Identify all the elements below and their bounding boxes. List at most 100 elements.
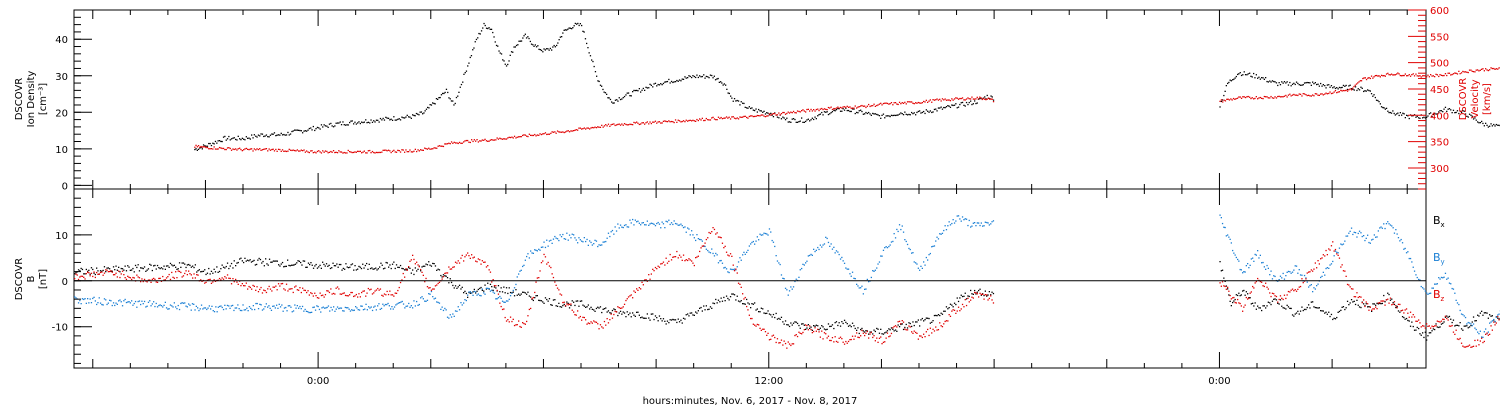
data-point [426, 264, 429, 266]
data-point [542, 246, 544, 248]
data-point [577, 129, 579, 131]
data-point [115, 302, 117, 304]
data-point [587, 322, 589, 324]
data-point [916, 102, 918, 104]
data-point [389, 264, 391, 266]
data-point [953, 98, 956, 100]
data-point [956, 97, 958, 99]
data-point [601, 244, 603, 246]
data-point [1317, 94, 1319, 96]
data-point [540, 246, 543, 248]
data-point [782, 111, 784, 114]
data-point [306, 130, 308, 132]
data-point [593, 309, 595, 311]
data-point [681, 225, 683, 227]
data-point [846, 342, 848, 344]
data-point [1320, 310, 1322, 312]
data-point [1243, 71, 1245, 73]
data-point [133, 271, 135, 273]
data-point [598, 328, 600, 330]
data-point [417, 268, 419, 270]
data-point [715, 252, 717, 255]
data-point [291, 288, 293, 290]
data-point [760, 329, 762, 331]
data-point [826, 111, 828, 113]
data-point [220, 279, 222, 281]
data-point [888, 328, 890, 330]
data-point [870, 331, 872, 334]
data-point [1393, 112, 1395, 115]
data-point [1435, 113, 1437, 115]
data-point [668, 322, 670, 324]
data-point [641, 89, 643, 91]
data-point [616, 99, 618, 101]
data-point [975, 98, 977, 100]
data-point [395, 264, 398, 266]
data-point [318, 297, 320, 299]
data-point [1269, 302, 1271, 304]
data-point [780, 118, 783, 120]
data-point [605, 307, 607, 309]
data-point [1368, 77, 1370, 79]
data-point [353, 269, 355, 271]
data-point [569, 27, 571, 29]
data-point [748, 106, 750, 108]
data-point [881, 333, 883, 335]
data-point [1293, 82, 1295, 84]
data-point [1261, 262, 1263, 264]
data-point [426, 299, 429, 301]
data-point [581, 24, 583, 27]
data-point [524, 33, 526, 35]
data-point [1265, 96, 1267, 98]
data-point [678, 254, 681, 256]
data-point [1262, 305, 1264, 307]
data-point [436, 284, 438, 286]
data-point [751, 115, 753, 117]
data-point [241, 309, 243, 312]
data-point [509, 54, 511, 56]
data-point [345, 263, 347, 265]
data-point [1329, 91, 1331, 93]
data-point [444, 91, 446, 94]
data-point [1390, 112, 1393, 114]
data-point [366, 152, 368, 154]
data-point [1244, 271, 1246, 273]
data-point [1229, 238, 1231, 240]
data-point [1401, 316, 1404, 318]
data-point [436, 301, 438, 303]
data-point [1422, 332, 1424, 334]
data-point [618, 123, 620, 125]
data-point [499, 302, 501, 304]
data-point [399, 281, 402, 284]
data-point [153, 277, 155, 280]
data-point [197, 270, 199, 272]
data-point [727, 271, 729, 273]
data-point [709, 232, 712, 234]
data-point [1458, 70, 1460, 72]
data-point [495, 44, 498, 47]
data-point [1253, 72, 1255, 75]
data-point [652, 268, 654, 270]
data-point [861, 329, 863, 332]
data-point [1321, 275, 1323, 277]
data-point [801, 117, 803, 119]
data-point [988, 224, 990, 226]
data-point [184, 272, 186, 275]
data-point [399, 119, 402, 121]
data-point [944, 225, 946, 227]
data-point [1474, 117, 1476, 119]
data-point [693, 237, 695, 239]
data-point [1487, 317, 1489, 319]
data-point [1491, 320, 1493, 322]
data-point [822, 244, 824, 246]
data-point [97, 273, 99, 275]
data-point [1399, 112, 1401, 114]
data-point [1470, 69, 1472, 71]
data-point [1278, 82, 1280, 84]
data-point [691, 120, 693, 122]
data-point [595, 127, 598, 129]
data-point [454, 102, 456, 105]
data-point [265, 258, 267, 260]
data-point [927, 101, 929, 103]
data-point [285, 150, 288, 153]
